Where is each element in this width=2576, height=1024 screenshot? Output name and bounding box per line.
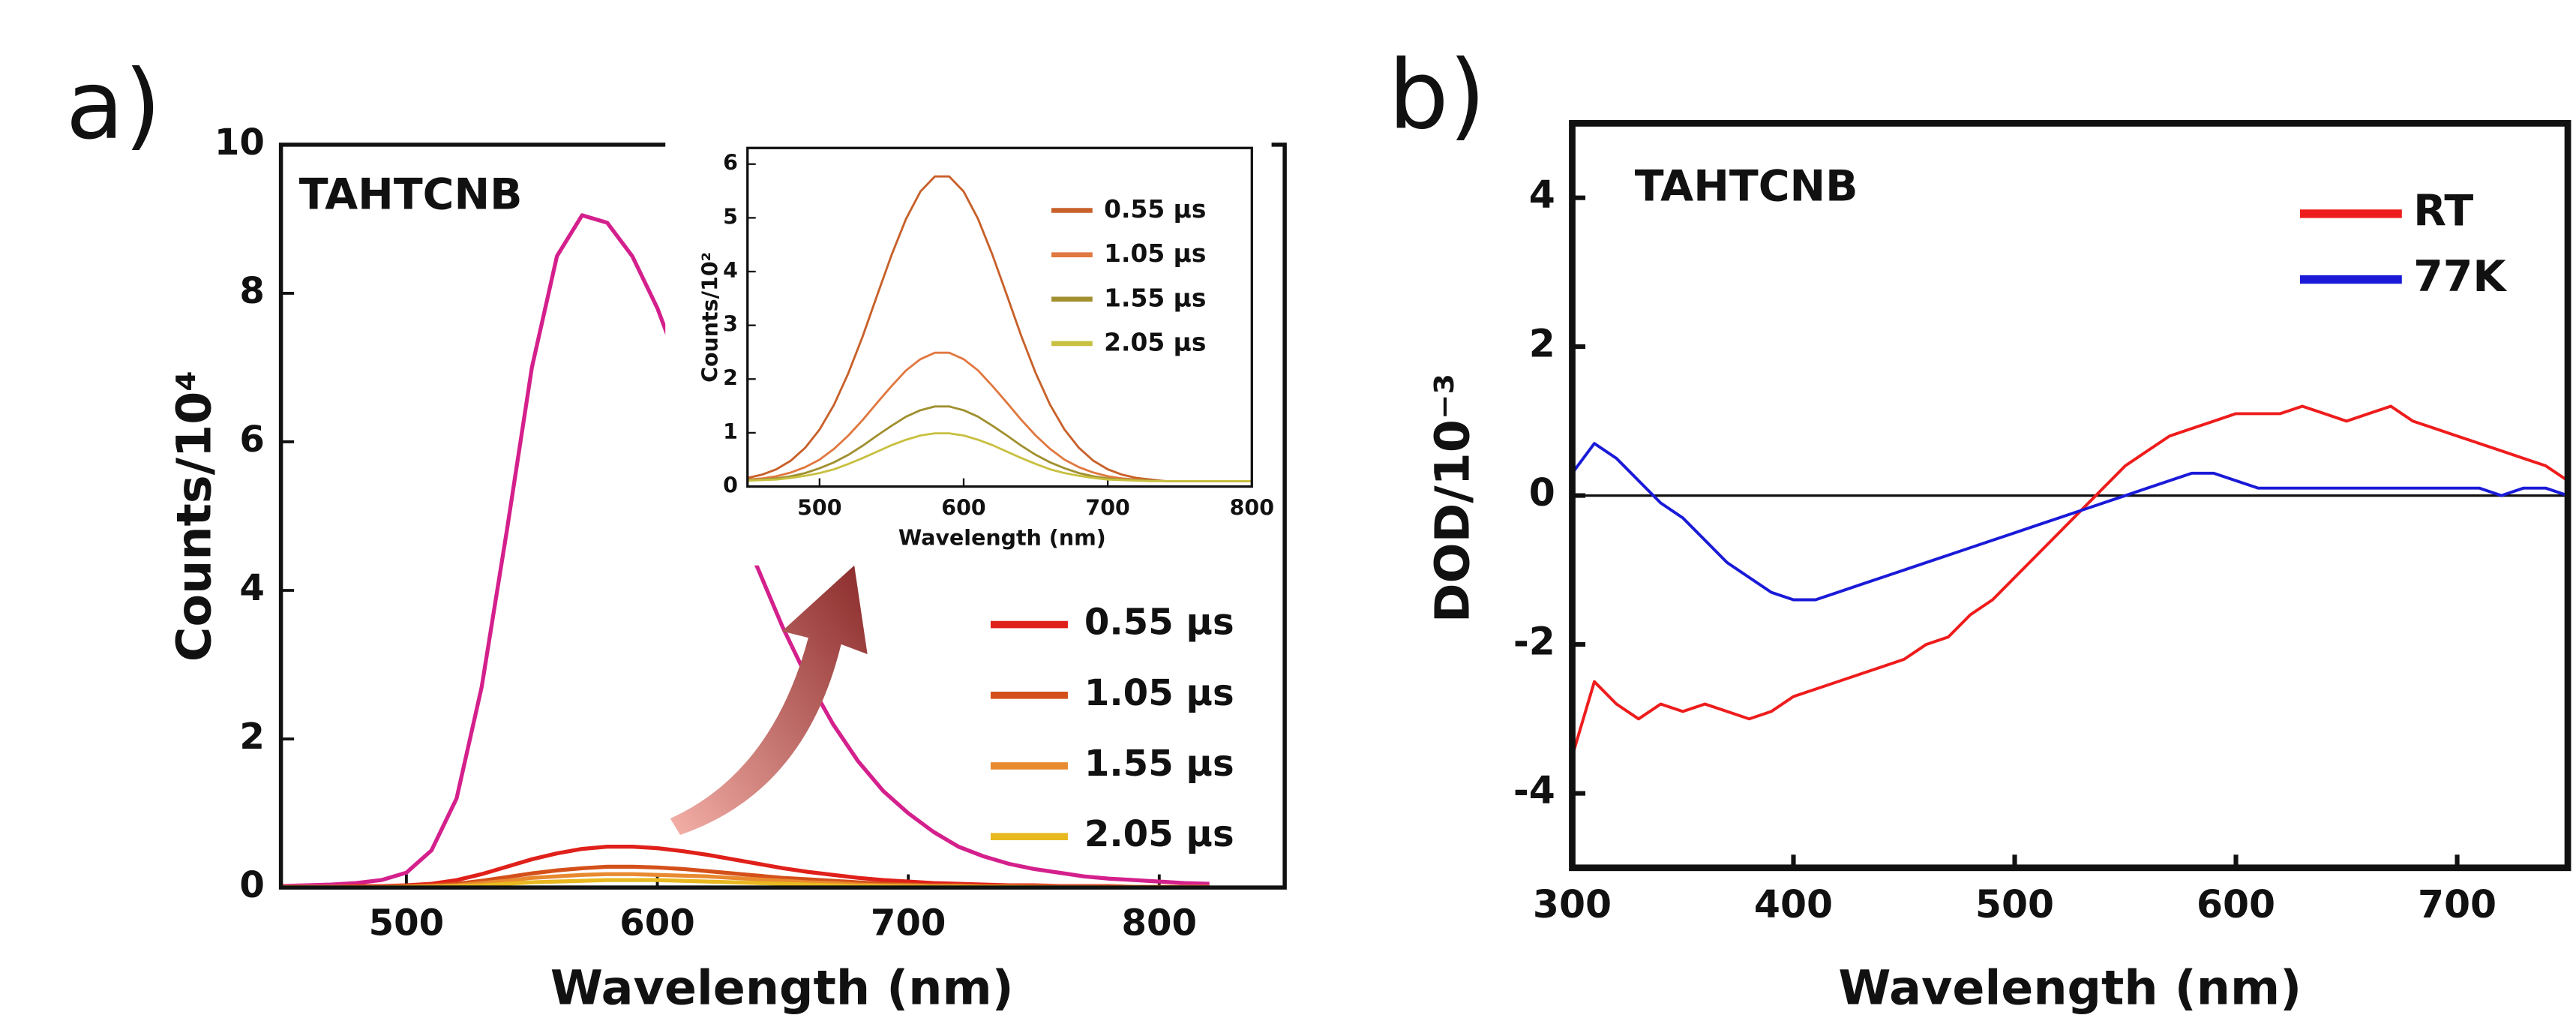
x-tick-label: 600 <box>941 495 985 520</box>
panel-b: b) 300 400 500 600 700 -4 -2 0 2 4 Wavelength (nm) D… <box>1388 40 2572 1016</box>
y-tick-label: -2 <box>1513 620 1555 664</box>
panel-label: b) <box>1388 40 1486 151</box>
y-tick-label: 0 <box>239 864 265 906</box>
x-tick-label: 700 <box>1085 495 1129 520</box>
plot-frame <box>746 146 1253 488</box>
y-tick-label: 10 <box>214 122 265 164</box>
x-axis-label: Wavelength (nm) <box>550 960 1014 1016</box>
y-tick-label: 2 <box>1529 322 1555 366</box>
x-tick-label: 800 <box>1230 495 1274 520</box>
plot-data <box>747 175 1252 482</box>
x-tick-label: 500 <box>797 495 841 520</box>
x-tick-label: 400 <box>1754 882 1833 926</box>
panel-label: a) <box>66 50 161 161</box>
y-tick-label: -4 <box>1513 768 1555 812</box>
y-tick-label: 4 <box>723 258 738 283</box>
legend-label: 1.55 µs <box>1084 743 1234 785</box>
legend-label: 1.05 µs <box>1104 239 1206 268</box>
y-tick-label: 2 <box>239 716 265 758</box>
plot-data <box>1572 404 2569 757</box>
panel-a-inset: 500 600 700 800 0 1 2 3 4 5 6 Wavelength (nm) Counts… <box>665 128 1274 566</box>
y-tick-label: 6 <box>239 419 265 461</box>
x-axis-label: Wavelength (nm) <box>1838 960 2302 1016</box>
y-tick-label: 3 <box>723 312 738 337</box>
y-axis-label: Counts/10⁴ <box>166 371 221 662</box>
x-tick-label: 700 <box>2418 882 2497 926</box>
y-tick-label: 0 <box>1529 470 1555 515</box>
y-tick-label: 4 <box>239 567 265 609</box>
annotation: TAHTCNB <box>299 170 523 220</box>
legend: 50.00 ns0.55 µs1.05 µs1.55 µs2.05 µs <box>990 530 1258 855</box>
trend-arrow <box>670 565 868 835</box>
x-tick-label: 500 <box>369 902 445 944</box>
x-tick-label: 500 <box>1975 882 2054 926</box>
y-tick-label: 8 <box>239 270 265 312</box>
annotation: TAHTCNB <box>1635 162 1858 212</box>
legend: 0.55 µs 1.05 µs 1.55 µs 2.05 µs <box>1051 194 1206 356</box>
y-tick-label: 4 <box>1529 173 1555 217</box>
legend-label: 0.55 µs <box>1084 602 1234 644</box>
y-tick-label: 0 <box>723 473 738 498</box>
x-tick-label: 800 <box>1122 902 1198 944</box>
legend-label: 0.55 µs <box>1104 194 1206 224</box>
series-line <box>747 432 1252 482</box>
y-tick-label: 6 <box>723 151 738 176</box>
y-tick-label: 1 <box>723 419 738 444</box>
legend-label: 2.05 µs <box>1084 813 1234 855</box>
y-axis-label: DOD/10⁻³ <box>1425 374 1480 623</box>
legend-label: RT <box>2413 187 2473 236</box>
legend: RT 77K <box>2299 187 2507 302</box>
x-tick-label: 700 <box>871 902 946 944</box>
series-line <box>1572 442 2569 602</box>
legend-label: 77K <box>2413 252 2507 302</box>
legend-label: 2.05 µs <box>1104 327 1206 356</box>
y-tick-label: 2 <box>723 365 738 390</box>
x-tick-label: 600 <box>619 902 695 944</box>
series-line <box>1572 404 2569 757</box>
plot-frame <box>1569 120 2572 872</box>
x-tick-label: 300 <box>1533 882 1612 926</box>
x-axis-label: Wavelength (nm) <box>898 526 1106 551</box>
x-tick-label: 600 <box>2197 882 2275 926</box>
legend-label: 1.05 µs <box>1084 672 1234 714</box>
y-axis-label: Counts/10² <box>698 252 723 383</box>
legend-label: 1.55 µs <box>1104 283 1206 312</box>
y-tick-label: 5 <box>723 204 738 229</box>
